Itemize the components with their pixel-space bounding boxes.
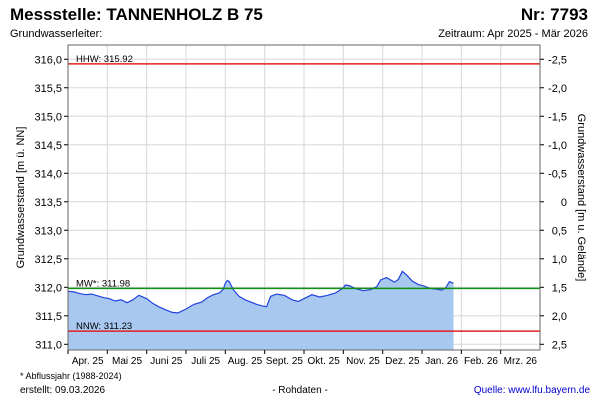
x-tick-label: Juli 25 [191, 356, 220, 367]
y-tick-label: 312,0 [34, 282, 62, 294]
x-tick-label: Jan. 26 [425, 356, 458, 367]
x-tick-label: Aug. 25 [228, 356, 263, 367]
y-tick-label: 311,0 [35, 339, 62, 351]
y-tick-label: 314,5 [34, 140, 62, 152]
source-link[interactable]: Quelle: www.lfu.bayern.de [473, 385, 590, 396]
y2-tick-label: 1,0 [552, 254, 567, 266]
y-tick-label: 313,0 [34, 225, 62, 237]
y-tick-label: 312,5 [34, 254, 62, 266]
level-line [67, 270, 454, 314]
period-label: Zeitraum: Apr 2025 - Mär 2026 [438, 28, 588, 40]
aquifer-label: Grundwasserleiter: [10, 28, 103, 40]
ref-label-hhw: HHW: 315.92 [76, 54, 133, 65]
station-number: Nr: 7793 [520, 5, 588, 24]
y-tick-label: 314,0 [34, 168, 62, 180]
y2-tick-label: -2,5 [548, 54, 567, 66]
created-date: erstellt: 09.03.2026 [20, 385, 106, 396]
y2-tick-label: 0 [561, 197, 567, 209]
y-tick-label: 315,0 [34, 111, 62, 123]
x-tick-label: Okt. 25 [308, 356, 341, 367]
footnote: * Abflussjahr (1988-2024) [20, 371, 122, 381]
x-tick-label: Sept. 25 [266, 356, 304, 367]
y2-axis-label: Grundwasserstand [m u. Gelände] [575, 114, 587, 282]
x-tick-label: Mai 25 [112, 356, 142, 367]
y-axis-left: 316,0 315,5 315,0 314,5 314,0 313,5 313,0 312,5… [34, 54, 68, 351]
y2-tick-label: 1,5 [552, 282, 567, 294]
x-tick-label: Dez. 25 [385, 356, 420, 367]
x-tick-label: Apr. 25 [72, 356, 104, 367]
level-area [68, 271, 454, 350]
ref-label-mw: MW*: 311.98 [76, 278, 130, 289]
x-axis: Apr. 25 Mai 25 Juni 25 Juli 25 Aug. 25 Sept. … [67, 350, 538, 367]
ref-label-nnw: NNW: 311.23 [76, 321, 132, 332]
y2-tick-label: 0,5 [552, 225, 567, 237]
y2-tick-label: -1,5 [548, 111, 567, 123]
y2-tick-label: -2,0 [548, 83, 567, 95]
x-tick-label: Feb. 26 [464, 356, 498, 367]
y-tick-label: 315,5 [34, 83, 62, 95]
y-tick-label: 311,5 [35, 311, 62, 323]
y-axis-right: -2,5 -2,0 -1,5 -1,0 -0,5 0 0,5 1,0 1,5 2,0 2,5 [540, 54, 567, 351]
y2-tick-label: 2,0 [552, 311, 567, 323]
x-tick-label: Juni 25 [150, 356, 183, 367]
reference-lines: HHW: 315.92 MW*: 311.98 NNW: 311.23 [68, 54, 540, 332]
x-tick-label: Nov. 25 [346, 356, 380, 367]
y-tick-label: 313,5 [34, 197, 62, 209]
y2-tick-label: -0,5 [548, 168, 567, 180]
y-tick-label: 316,0 [34, 54, 62, 66]
raw-data-note: - Rohdaten - [272, 385, 328, 396]
y2-tick-label: -1,0 [548, 140, 567, 152]
y-axis-label: Grundwasserstand [m ü. NN] [15, 127, 27, 269]
x-tick-label: Mrz. 26 [504, 356, 538, 367]
station-title: Messstelle: TANNENHOLZ B 75 [10, 5, 263, 24]
y2-tick-label: 2,5 [552, 339, 567, 351]
